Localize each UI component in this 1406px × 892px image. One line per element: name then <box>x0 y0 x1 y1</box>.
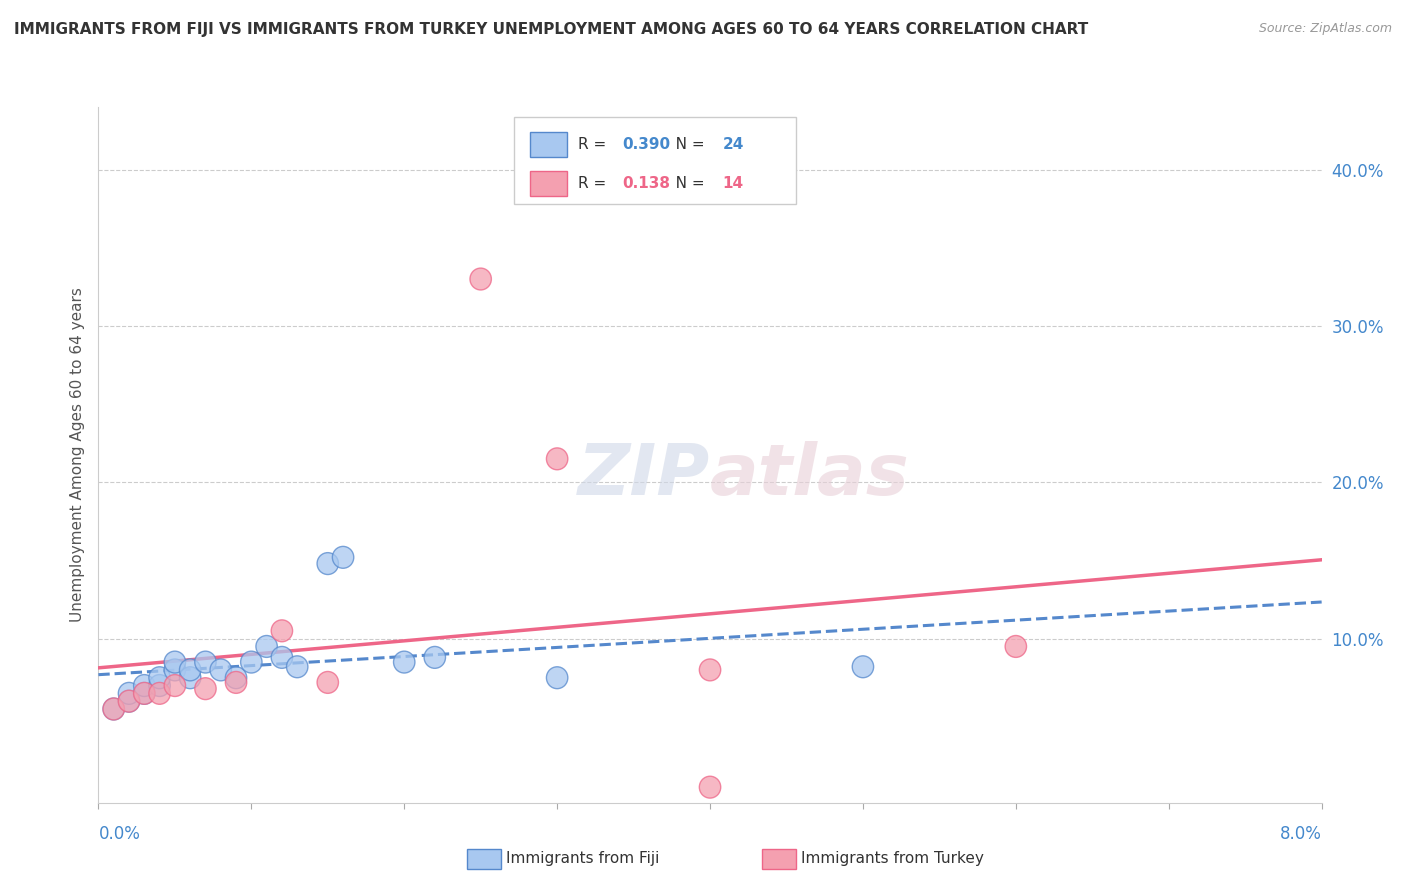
Ellipse shape <box>287 656 308 678</box>
Text: ZIP: ZIP <box>578 442 710 510</box>
Ellipse shape <box>195 678 217 699</box>
Ellipse shape <box>256 635 277 657</box>
Ellipse shape <box>118 682 139 705</box>
Ellipse shape <box>118 690 139 712</box>
Text: atlas: atlas <box>710 442 910 510</box>
Text: 24: 24 <box>723 137 744 153</box>
Ellipse shape <box>180 667 201 689</box>
Ellipse shape <box>547 448 568 470</box>
Ellipse shape <box>149 667 170 689</box>
Ellipse shape <box>165 659 186 681</box>
Ellipse shape <box>165 651 186 673</box>
Ellipse shape <box>103 698 124 720</box>
Text: Source: ZipAtlas.com: Source: ZipAtlas.com <box>1258 22 1392 36</box>
Text: 8.0%: 8.0% <box>1279 825 1322 843</box>
Text: R =: R = <box>578 176 616 191</box>
Text: N =: N = <box>661 176 710 191</box>
Ellipse shape <box>332 547 354 568</box>
Ellipse shape <box>225 672 246 693</box>
Ellipse shape <box>118 690 139 712</box>
Y-axis label: Unemployment Among Ages 60 to 64 years: Unemployment Among Ages 60 to 64 years <box>69 287 84 623</box>
Ellipse shape <box>134 682 155 705</box>
Ellipse shape <box>134 682 155 705</box>
Ellipse shape <box>271 647 292 668</box>
Text: 14: 14 <box>723 176 744 191</box>
Text: IMMIGRANTS FROM FIJI VS IMMIGRANTS FROM TURKEY UNEMPLOYMENT AMONG AGES 60 TO 64 : IMMIGRANTS FROM FIJI VS IMMIGRANTS FROM … <box>14 22 1088 37</box>
Ellipse shape <box>149 674 170 697</box>
Text: 0.138: 0.138 <box>621 176 669 191</box>
Ellipse shape <box>240 651 262 673</box>
Ellipse shape <box>394 651 415 673</box>
Ellipse shape <box>318 672 339 693</box>
Ellipse shape <box>271 620 292 641</box>
Ellipse shape <box>699 659 721 681</box>
Text: N =: N = <box>661 137 710 153</box>
Text: 0.390: 0.390 <box>621 137 671 153</box>
Ellipse shape <box>134 674 155 697</box>
Ellipse shape <box>180 659 201 681</box>
Text: Immigrants from Turkey: Immigrants from Turkey <box>801 851 984 865</box>
FancyBboxPatch shape <box>515 118 796 204</box>
Text: R =: R = <box>578 137 612 153</box>
Text: Immigrants from Fiji: Immigrants from Fiji <box>506 851 659 865</box>
Text: 0.0%: 0.0% <box>98 825 141 843</box>
Ellipse shape <box>425 647 446 668</box>
Ellipse shape <box>209 659 232 681</box>
FancyBboxPatch shape <box>530 171 567 196</box>
Ellipse shape <box>195 651 217 673</box>
FancyBboxPatch shape <box>530 132 567 158</box>
Ellipse shape <box>470 268 491 290</box>
Ellipse shape <box>699 776 721 798</box>
Ellipse shape <box>852 656 873 678</box>
Ellipse shape <box>225 667 246 689</box>
Ellipse shape <box>165 674 186 697</box>
Ellipse shape <box>103 698 124 720</box>
Ellipse shape <box>547 667 568 689</box>
Ellipse shape <box>149 682 170 705</box>
Ellipse shape <box>1005 635 1026 657</box>
Ellipse shape <box>318 553 339 574</box>
